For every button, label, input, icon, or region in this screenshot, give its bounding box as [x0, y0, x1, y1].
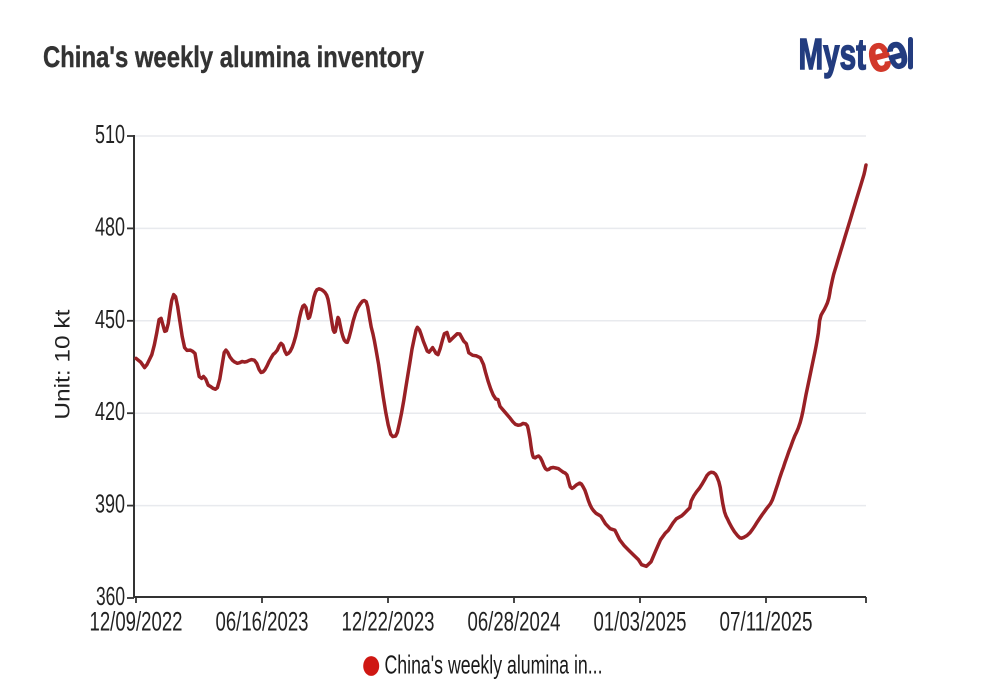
- svg-text:06/28/2024: 06/28/2024: [468, 607, 561, 637]
- svg-text:420: 420: [95, 396, 125, 426]
- svg-text:12/22/2023: 12/22/2023: [342, 607, 435, 637]
- svg-text:China's weekly alumina invento: China's weekly alumina inventory: [43, 41, 424, 74]
- svg-text:450: 450: [95, 304, 125, 334]
- svg-text:510: 510: [95, 119, 125, 149]
- svg-text:Myst: Myst: [799, 30, 867, 79]
- svg-text:Unit: 10 kt: Unit: 10 kt: [52, 309, 75, 419]
- svg-text:07/11/2025: 07/11/2025: [720, 607, 813, 637]
- svg-text:480: 480: [95, 211, 125, 241]
- svg-text:12/09/2022: 12/09/2022: [90, 607, 183, 637]
- svg-text:China's weekly alumina in...: China's weekly alumina in...: [385, 650, 603, 680]
- svg-text:390: 390: [95, 489, 125, 519]
- svg-text:360: 360: [96, 581, 125, 611]
- svg-text:01/03/2025: 01/03/2025: [594, 607, 687, 637]
- svg-text:06/16/2023: 06/16/2023: [216, 607, 309, 637]
